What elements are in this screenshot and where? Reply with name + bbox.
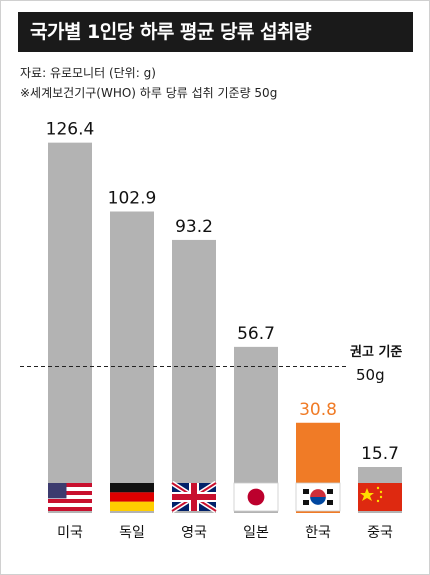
chart-title: 국가별 1인당 하루 평균 당류 섭취량 xyxy=(18,12,413,52)
germany-flag-icon xyxy=(110,483,154,511)
bar-1 xyxy=(48,142,92,513)
korea-flag-icon xyxy=(295,482,341,512)
reference-label-line2: 50g xyxy=(356,366,385,384)
uk-flag-icon xyxy=(170,480,218,514)
reference-label-box xyxy=(346,340,410,390)
value-label-4: 56.7 xyxy=(237,324,275,344)
china-flag-icon xyxy=(358,483,402,511)
category-label-6: 중국 xyxy=(367,525,393,541)
bar-2 xyxy=(110,211,154,514)
value-label-1: 126.4 xyxy=(46,120,95,140)
category-label-2: 독일 xyxy=(119,525,145,541)
japan-flag-icon xyxy=(233,482,279,512)
category-label-4: 일본 xyxy=(243,525,269,541)
category-label-5: 한국 xyxy=(305,525,331,541)
us-flag-icon xyxy=(48,483,92,511)
value-label-2: 102.9 xyxy=(108,189,157,209)
category-label-1: 미국 xyxy=(57,525,83,541)
category-label-3: 영국 xyxy=(181,525,207,541)
value-label-6: 15.7 xyxy=(361,444,399,464)
who-standard-note: ※세계보건기구(WHO) 하루 당류 섭취 기준량 50g xyxy=(20,86,278,100)
bar-3 xyxy=(172,239,216,513)
source-note: 자료: 유로모니터 (단위: g) xyxy=(20,66,156,80)
value-label-5: 30.8 xyxy=(299,400,337,420)
value-label-3: 93.2 xyxy=(175,217,213,237)
reference-label-line1: 권고 기준 xyxy=(350,345,402,360)
